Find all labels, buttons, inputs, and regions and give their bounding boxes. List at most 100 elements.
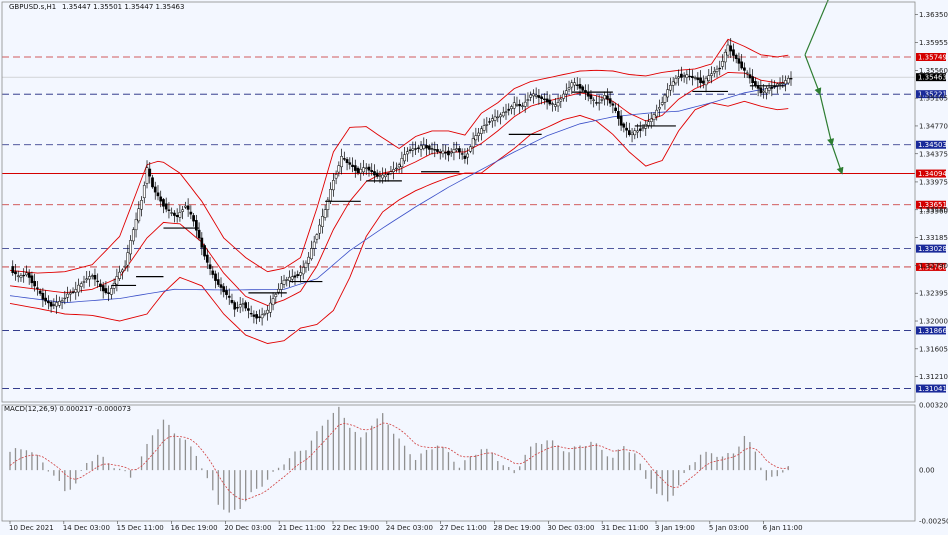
candle-body xyxy=(658,107,661,110)
macd-panel-frame xyxy=(1,404,916,522)
candle-body xyxy=(323,209,327,218)
horizontal-levels: 1.366901.357491.352211.345031.340941.336… xyxy=(2,53,947,393)
candle-body xyxy=(88,276,91,280)
candle-body xyxy=(474,135,478,141)
candle-body xyxy=(510,106,513,109)
candle-body xyxy=(447,150,450,156)
candle-body xyxy=(290,276,294,280)
candle-body xyxy=(197,229,201,239)
candle-body xyxy=(784,80,787,85)
candle-body xyxy=(685,74,689,78)
candle-body xyxy=(162,199,165,207)
candle-body xyxy=(153,186,157,193)
candle-body xyxy=(416,147,420,149)
scenario-arrow-down xyxy=(819,94,835,146)
candle-body xyxy=(526,99,530,101)
candle-body xyxy=(236,307,239,309)
candle-body xyxy=(225,290,228,295)
candle-body xyxy=(301,267,305,275)
candle-body xyxy=(205,254,209,263)
candle-body xyxy=(181,209,184,212)
macd-label: MACD(12,26,9) 0.000217 -0.000073 xyxy=(4,405,131,413)
candle-body xyxy=(318,224,322,234)
y-tick-label: 1.35165 xyxy=(919,95,948,103)
candle-body xyxy=(732,49,735,56)
candle-body xyxy=(600,99,604,101)
candlesticks xyxy=(11,38,793,326)
candle-body xyxy=(682,75,686,77)
candle-body xyxy=(693,77,697,79)
candle-body xyxy=(406,151,409,155)
candle-body xyxy=(392,169,395,172)
candle-body xyxy=(115,276,119,285)
candle-body xyxy=(493,116,497,121)
candle-body xyxy=(622,123,626,128)
candle-body xyxy=(518,104,522,107)
candle-body xyxy=(655,109,659,117)
candle-body xyxy=(562,93,565,99)
candle-body xyxy=(458,148,461,153)
candle-body xyxy=(786,78,790,84)
candle-body xyxy=(340,156,343,168)
level-badge-label: 1.35221 xyxy=(918,91,947,99)
candle-body xyxy=(660,102,664,105)
candle-body xyxy=(652,114,656,120)
bollinger-upper-line xyxy=(9,38,789,274)
candle-body xyxy=(501,111,505,117)
candle-body xyxy=(375,172,379,177)
candle-body xyxy=(79,283,83,287)
candle-body xyxy=(745,72,749,74)
candle-body xyxy=(748,74,752,79)
candle-body xyxy=(27,272,31,278)
x-tick-label: 30 Dec 03:00 xyxy=(547,524,594,532)
candle-body xyxy=(30,275,34,284)
candle-body xyxy=(762,90,765,93)
x-tick-label: 27 Dec 11:00 xyxy=(440,524,487,532)
candle-body xyxy=(523,101,527,107)
candle-body xyxy=(148,168,152,177)
candle-body xyxy=(751,76,754,84)
level-badge xyxy=(916,53,946,61)
candle-body xyxy=(173,212,176,216)
candle-body xyxy=(778,83,782,85)
candle-body xyxy=(567,87,571,90)
candle-body xyxy=(247,308,250,311)
candle-body xyxy=(321,216,324,227)
candle-body xyxy=(611,103,615,106)
candle-body xyxy=(170,212,174,214)
candle-body xyxy=(701,80,705,84)
candle-body xyxy=(90,275,94,277)
candle-body xyxy=(208,264,212,269)
candle-body xyxy=(743,67,746,71)
candle-body xyxy=(74,289,78,293)
candle-body xyxy=(534,94,538,97)
candle-body xyxy=(723,51,727,63)
candle-body xyxy=(364,167,368,169)
candle-body xyxy=(419,145,423,150)
y-tick-label: 1.32395 xyxy=(919,290,948,298)
candle-body xyxy=(60,300,64,303)
candle-body xyxy=(93,275,97,280)
candle-body xyxy=(22,274,26,277)
candle-body xyxy=(608,98,612,104)
candle-body xyxy=(66,293,69,298)
candle-body xyxy=(82,281,86,283)
candle-body xyxy=(595,102,598,104)
candle-body xyxy=(438,151,442,153)
candle-body xyxy=(241,303,245,305)
level-badge-label: 1.34094 xyxy=(918,170,947,178)
candle-body xyxy=(688,75,691,78)
candle-body xyxy=(699,77,702,84)
current-price-badge xyxy=(916,73,946,82)
candle-body xyxy=(674,78,678,84)
level-badge xyxy=(916,244,946,253)
candle-body xyxy=(285,279,289,281)
candle-body xyxy=(430,148,434,150)
y-tick-label: 1.33185 xyxy=(919,234,948,242)
candle-body xyxy=(25,272,28,276)
candle-body xyxy=(203,245,206,257)
candle-body xyxy=(425,145,428,149)
candle-body xyxy=(348,162,352,165)
